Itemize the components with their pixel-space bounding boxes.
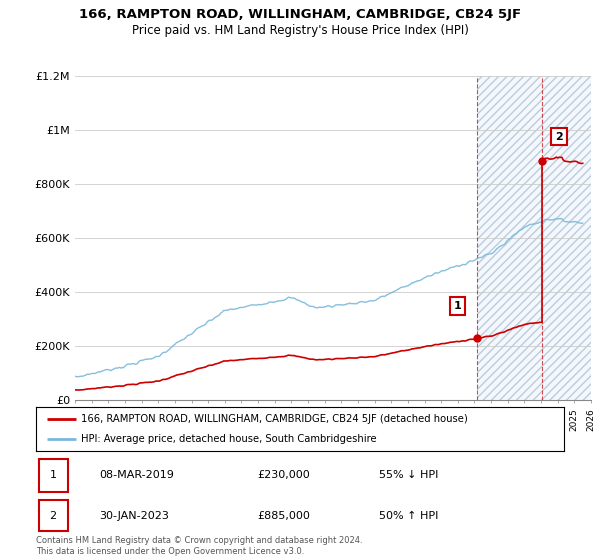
FancyBboxPatch shape — [38, 500, 68, 531]
Text: Contains HM Land Registry data © Crown copyright and database right 2024.
This d: Contains HM Land Registry data © Crown c… — [36, 536, 362, 556]
Bar — [478, 76, 591, 400]
Text: 1: 1 — [454, 301, 461, 311]
Text: £885,000: £885,000 — [258, 511, 311, 521]
Text: HPI: Average price, detached house, South Cambridgeshire: HPI: Average price, detached house, Sout… — [81, 434, 377, 444]
Text: 30-JAN-2023: 30-JAN-2023 — [100, 511, 169, 521]
FancyBboxPatch shape — [38, 459, 68, 492]
Text: 166, RAMPTON ROAD, WILLINGHAM, CAMBRIDGE, CB24 5JF: 166, RAMPTON ROAD, WILLINGHAM, CAMBRIDGE… — [79, 8, 521, 21]
Text: 50% ↑ HPI: 50% ↑ HPI — [379, 511, 439, 521]
Text: Price paid vs. HM Land Registry's House Price Index (HPI): Price paid vs. HM Land Registry's House … — [131, 24, 469, 37]
Text: 2: 2 — [555, 132, 563, 142]
Text: 08-MAR-2019: 08-MAR-2019 — [100, 470, 174, 480]
Bar — [478, 76, 591, 400]
Text: 55% ↓ HPI: 55% ↓ HPI — [379, 470, 439, 480]
Text: 1: 1 — [49, 470, 56, 480]
Text: 2: 2 — [49, 511, 56, 521]
Text: £230,000: £230,000 — [258, 470, 311, 480]
Text: 166, RAMPTON ROAD, WILLINGHAM, CAMBRIDGE, CB24 5JF (detached house): 166, RAMPTON ROAD, WILLINGHAM, CAMBRIDGE… — [81, 414, 467, 424]
